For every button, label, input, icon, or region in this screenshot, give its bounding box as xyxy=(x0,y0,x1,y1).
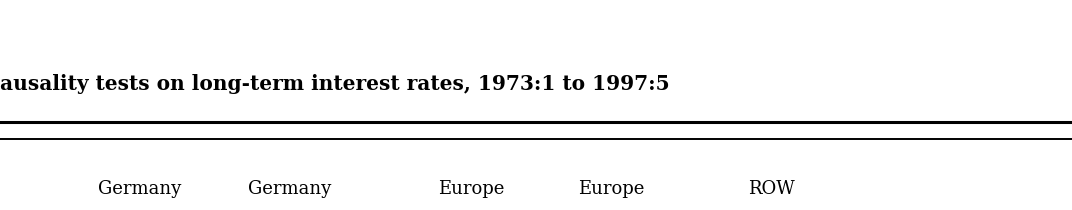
Text: Europe: Europe xyxy=(578,180,644,198)
Text: Germany: Germany xyxy=(98,180,181,198)
Text: Germany: Germany xyxy=(248,180,331,198)
Text: ausality tests on long-term interest rates, 1973:1 to 1997:5: ausality tests on long-term interest rat… xyxy=(0,74,670,94)
Text: ROW: ROW xyxy=(748,180,795,198)
Text: Europe: Europe xyxy=(438,180,505,198)
